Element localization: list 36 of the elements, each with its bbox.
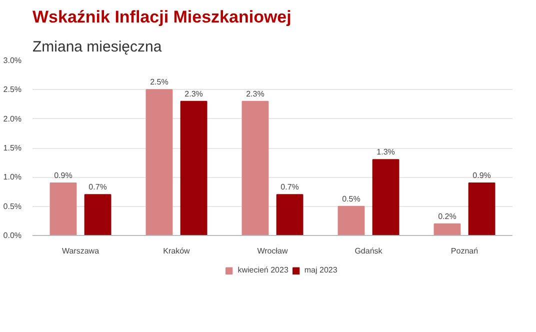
x-tick-label: Poznań (450, 246, 478, 256)
x-tick-label: Gdańsk (354, 246, 384, 256)
data-label: 0.9% (472, 171, 491, 180)
data-label: 0.5% (342, 194, 360, 204)
data-label: 0.7% (88, 182, 107, 192)
chart-title: Wskaźnik Inflacji Mieszkaniowej (32, 8, 292, 26)
bar (276, 194, 304, 236)
data-label: 2.3% (184, 89, 203, 98)
bar (50, 182, 77, 236)
bar (180, 100, 208, 236)
legend-label: kwiecień 2023 (238, 266, 288, 274)
data-label: 0.9% (54, 171, 72, 180)
bar (338, 206, 365, 236)
chart-subtitle: Zmiana miesięczna (32, 38, 162, 56)
bar (372, 159, 400, 236)
legend-label: maj 2023 (304, 266, 338, 274)
bar (146, 89, 173, 236)
x-tick-label: Warszawa (62, 246, 100, 256)
y-tick-label: 0.0% (3, 231, 22, 240)
data-label: 2.3% (246, 89, 264, 98)
data-label: 2.5% (150, 78, 168, 87)
x-tick-label: Kraków (163, 246, 190, 256)
y-tick-label: 2.0% (3, 114, 22, 124)
bar (434, 223, 461, 236)
data-label: 0.7% (280, 182, 299, 192)
bar (468, 182, 496, 236)
data-label: 0.2% (438, 212, 456, 221)
bar (84, 194, 112, 236)
y-tick-label: 3.0% (3, 56, 22, 65)
y-tick-label: 2.5% (3, 85, 22, 94)
bar (242, 100, 269, 236)
x-tick-label: Wrocław (257, 246, 288, 256)
y-tick-label: 1.5% (3, 144, 22, 152)
y-tick-label: 0.5% (3, 202, 22, 211)
data-label: 1.3% (376, 148, 395, 157)
y-tick-label: 1.0% (3, 172, 22, 182)
